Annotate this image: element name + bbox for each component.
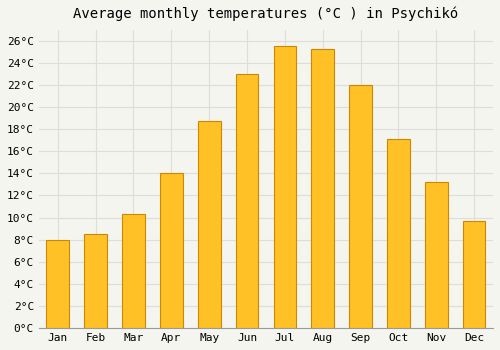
Bar [160, 173, 182, 328]
Bar [84, 234, 107, 328]
Bar [236, 74, 258, 328]
Bar [387, 139, 410, 328]
Bar [312, 49, 334, 328]
Bar [463, 221, 485, 328]
Bar [198, 121, 220, 328]
Bar [425, 182, 448, 328]
Bar [46, 240, 69, 328]
Bar [122, 214, 145, 328]
Bar [349, 85, 372, 328]
Bar [274, 46, 296, 328]
Title: Average monthly temperatures (°C ) in Psychikó: Average monthly temperatures (°C ) in Ps… [74, 7, 458, 21]
